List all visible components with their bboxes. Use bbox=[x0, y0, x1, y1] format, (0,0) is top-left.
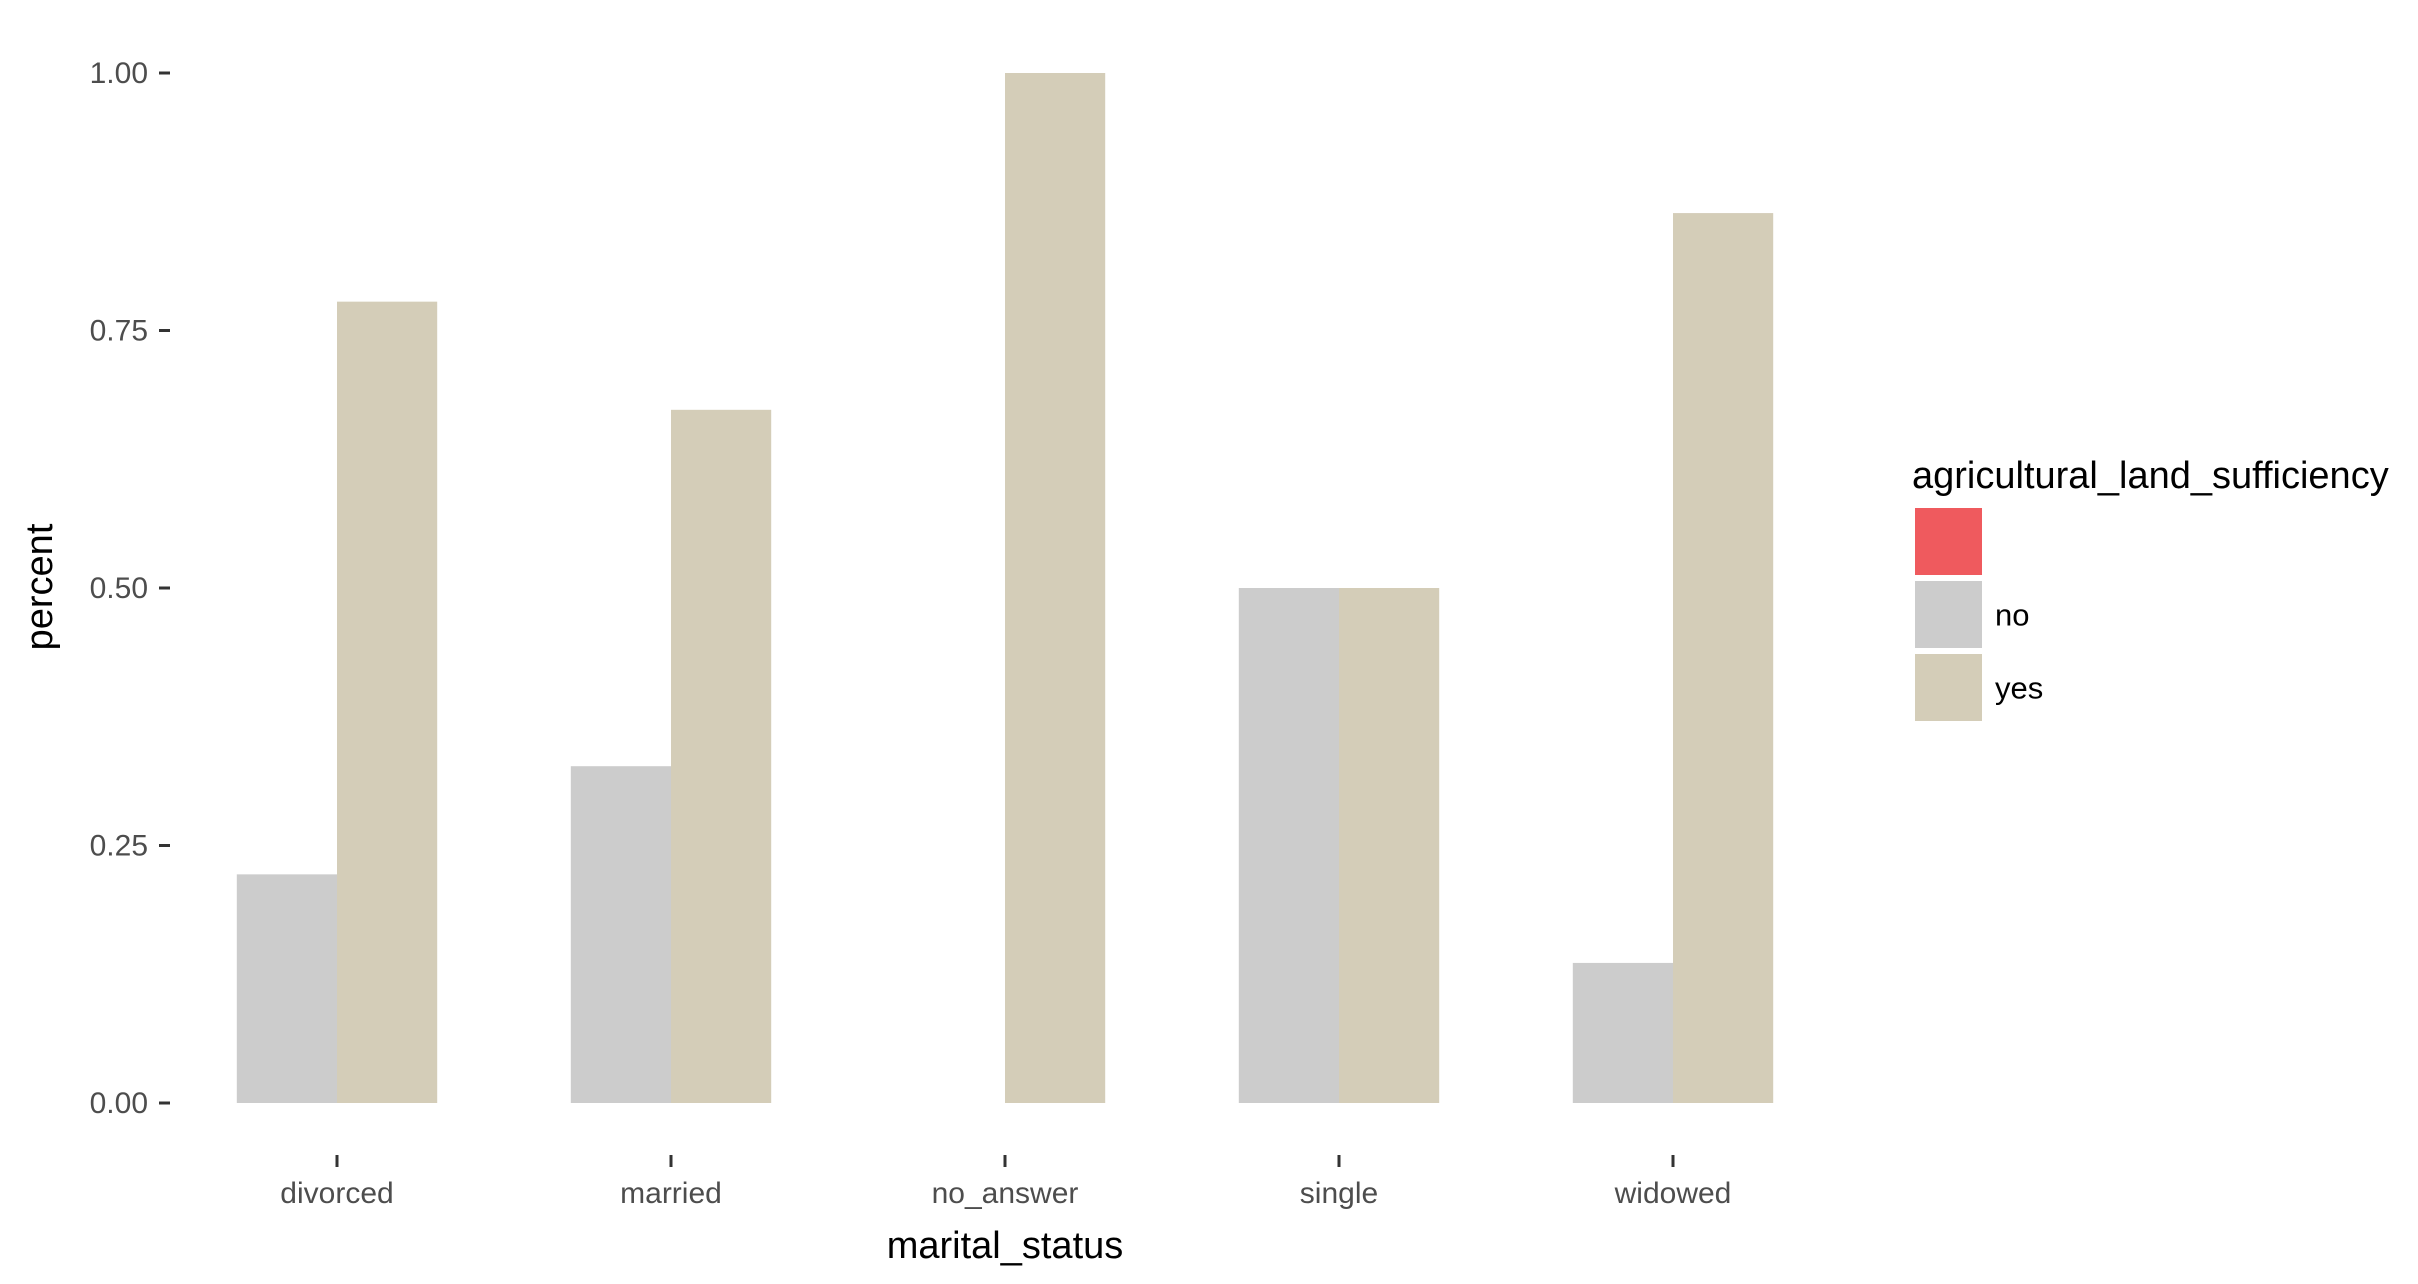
x-axis-title: marital_status bbox=[887, 1225, 1124, 1267]
bar-yes-no_answer bbox=[1005, 73, 1106, 1103]
x-tick-label: widowed bbox=[1614, 1177, 1732, 1210]
x-tick-label: no_answer bbox=[932, 1177, 1079, 1210]
bar-yes-married bbox=[671, 409, 772, 1103]
y-tick-label: 1.00 bbox=[90, 57, 148, 90]
y-axis: 0.00 0.25 0.50 0.75 1.00 bbox=[90, 57, 170, 1120]
bars bbox=[236, 73, 1774, 1103]
y-tick-label: 0.25 bbox=[90, 830, 148, 863]
bar-no-single bbox=[1238, 588, 1339, 1103]
bar-yes-widowed bbox=[1673, 213, 1774, 1103]
bar-yes-divorced bbox=[337, 301, 438, 1103]
legend: agricultural_land_sufficiency no yes bbox=[1912, 455, 2389, 721]
bar-no-married bbox=[570, 766, 671, 1103]
legend-title: agricultural_land_sufficiency bbox=[1912, 455, 2389, 497]
y-tick-label: 0.75 bbox=[90, 315, 148, 348]
legend-label-no: no bbox=[1995, 598, 2029, 633]
x-tick-label: single bbox=[1300, 1177, 1378, 1210]
bar-yes-single bbox=[1339, 588, 1440, 1103]
legend-label-yes: yes bbox=[1995, 671, 2043, 706]
bar-no-divorced bbox=[236, 874, 337, 1103]
x-tick-label: divorced bbox=[280, 1177, 393, 1210]
legend-key-blank bbox=[1915, 508, 1982, 575]
y-axis-title: percent bbox=[19, 523, 61, 650]
legend-key-yes bbox=[1915, 654, 1982, 721]
x-axis: divorced married no_answer single widowed bbox=[280, 1155, 1731, 1210]
x-tick-label: married bbox=[620, 1177, 722, 1210]
y-tick-label: 0.00 bbox=[90, 1087, 148, 1120]
legend-key-no bbox=[1915, 581, 1982, 648]
y-tick-label: 0.50 bbox=[90, 572, 148, 605]
bar-no-widowed bbox=[1572, 962, 1673, 1103]
